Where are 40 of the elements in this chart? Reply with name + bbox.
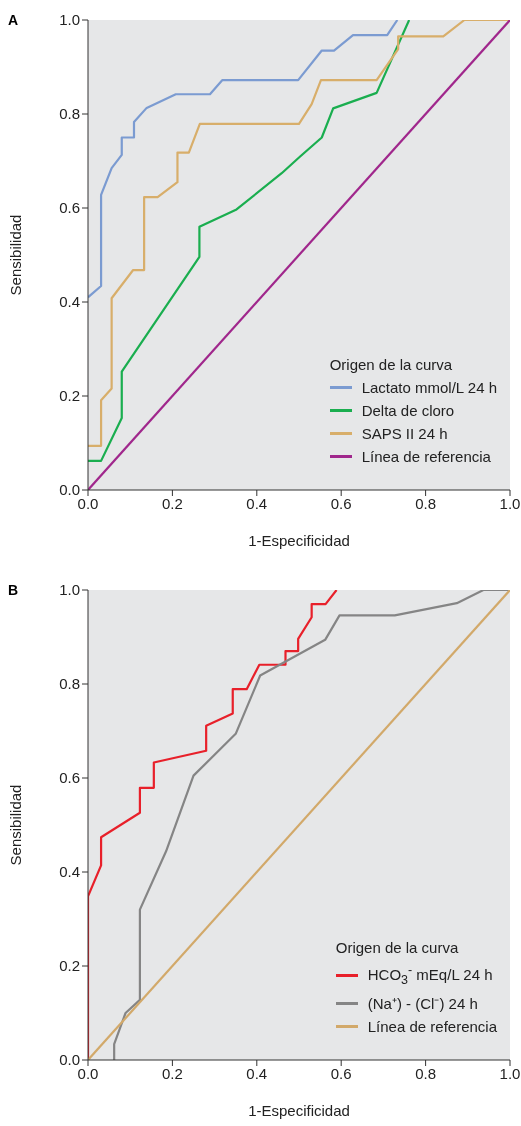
legend-title: Origen de la curva — [329, 355, 454, 375]
legend-label: HCO$_{3}$$^{-}$ mEq/L 24 h — [367, 962, 493, 989]
x-tick-label: 0.4 — [246, 494, 268, 512]
y-axis-title: Sensibilidad — [7, 214, 25, 296]
legend-label: Línea de referencia — [367, 1017, 497, 1037]
y-tick-label: 0.0 — [59, 1051, 80, 1069]
y-tick-label: 0.8 — [59, 675, 80, 693]
legend-label: SAPS II 24 h — [361, 424, 448, 444]
x-tick-label: 0.2 — [161, 494, 183, 512]
y-tick-label: 1.0 — [59, 581, 80, 599]
x-tick-label: 0.6 — [330, 494, 352, 512]
x-tick-label: 0.6 — [330, 1064, 352, 1082]
x-tick-label: 0.0 — [77, 1064, 99, 1082]
y-tick-label: 0.6 — [59, 199, 80, 217]
line-series — [88, 20, 399, 299]
y-tick-label: 0.6 — [59, 769, 80, 787]
x-tick-label: 0.0 — [77, 494, 99, 512]
legend-label: Delta de cloro — [361, 401, 455, 421]
legend-label: Lactato mmol/L 24 h — [361, 378, 497, 398]
y-tick-label: 1.0 — [59, 11, 80, 29]
legend-title: Origen de la curva — [335, 938, 460, 958]
x-tick-label: 0.4 — [246, 1064, 268, 1082]
x-tick-label: 1.0 — [499, 494, 521, 512]
x-tick-label: 0.8 — [415, 494, 437, 512]
x-axis-title: 1-Especificidad — [248, 1102, 350, 1119]
y-tick-label: 0.8 — [59, 105, 80, 123]
y-tick-label: 0.2 — [59, 957, 80, 975]
y-tick-label: 0.4 — [59, 863, 80, 881]
legend-label: Línea de referencia — [361, 447, 491, 467]
x-tick-label: 0.2 — [161, 1064, 183, 1082]
legend-label: (Na⁺) - (Cl⁻) 24 h — [367, 994, 478, 1014]
y-tick-label: 0.2 — [59, 387, 80, 405]
chart-title: B — [8, 582, 19, 598]
x-tick-label: 1.0 — [499, 1064, 521, 1082]
chart-title: A — [8, 12, 19, 28]
y-tick-label: 0.4 — [59, 293, 80, 311]
x-tick-label: 0.8 — [415, 1064, 437, 1082]
y-tick-label: 0.0 — [59, 481, 80, 499]
y-axis-title: Sensibilidad — [7, 784, 25, 866]
x-axis-title: 1-Especificidad — [248, 532, 350, 549]
